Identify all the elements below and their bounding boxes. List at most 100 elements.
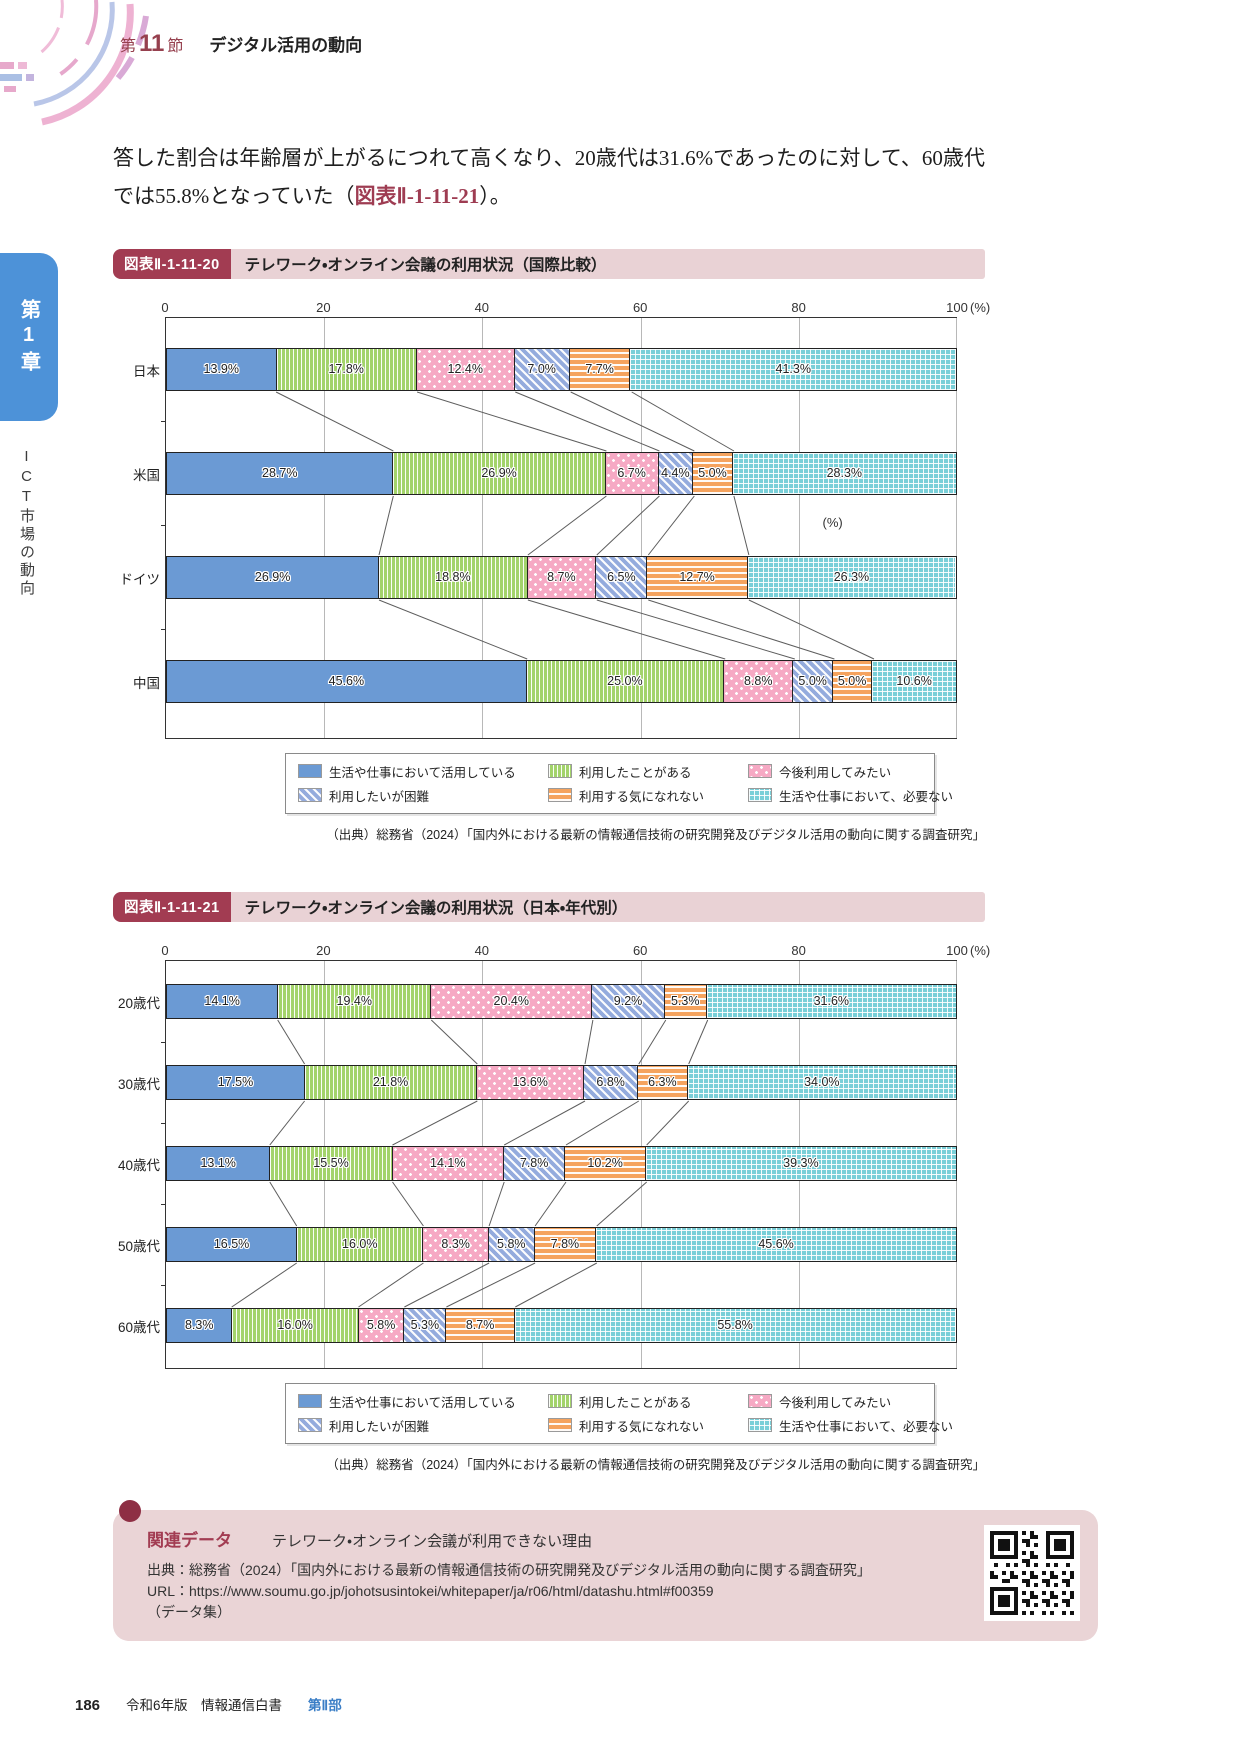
bar-value-label: 19.4% — [336, 994, 372, 1009]
bar-segment: 8.8% — [724, 660, 794, 702]
axis-tick-mark — [161, 1284, 166, 1286]
axis-tick-mark — [161, 421, 166, 423]
stacked-bar: 45.6% 25.0% 8.8% 5.0% 5.0% 10.6% — [166, 659, 957, 703]
source-note: （出典）総務省（2024）「国内外における最新の情報通信技術の研究開発及びデジタ… — [326, 827, 985, 842]
related-data-note: （データ集） — [147, 1603, 231, 1620]
related-data-box: 関連データ テレワーク・オンライン会議が利用できない理由 出典：総務省（2024… — [113, 1499, 1098, 1641]
bar-value-label: 7.8% — [519, 1156, 549, 1171]
bar-segment: 13.9% — [167, 348, 277, 390]
connector-lines — [275, 391, 875, 660]
legend-swatch-cyan-grid — [748, 1418, 772, 1433]
legend-item: 利用する気になれない — [548, 786, 744, 805]
bar-segment: 5.0% — [693, 452, 733, 494]
connector-lines — [231, 1019, 709, 1308]
paragraph-text-after: ）。 — [479, 183, 511, 208]
bar-value-label: 6.8% — [596, 1075, 625, 1090]
bar-segment: 18.8% — [379, 556, 528, 598]
bar-segment: 5.0% — [793, 660, 833, 702]
legend-item: 利用する気になれない — [548, 1416, 744, 1435]
related-data-header: 関連データ テレワーク・オンライン会議が利用できない理由 — [147, 1526, 958, 1551]
bar-value-label: 5.3% — [670, 994, 700, 1009]
stacked-bar: 17.5% 21.8% 13.6% 6.8% 6.3% 34.0% — [166, 1064, 957, 1100]
source-note: （出典）総務省（2024）「国内外における最新の情報通信技術の研究開発及びデジタ… — [326, 1457, 985, 1472]
bar-value-label: 25.0% — [607, 674, 643, 689]
legend-swatch-solid-blue — [298, 1394, 322, 1409]
bar-segment: 7.0% — [514, 348, 570, 390]
stacked-bar: 16.5% 16.0% 8.3% 5.8% 7.8% 45.6% — [166, 1226, 957, 1262]
figure-title-bar: 図表Ⅱ-1-11-21 テレワーク・オンライン会議の利用状況（日本・年代別） — [113, 891, 985, 922]
x-axis-tick: 100 — [946, 299, 968, 315]
legend-item: 利用したことがある — [548, 762, 744, 781]
legend-label: 利用したことがある — [579, 765, 692, 780]
bar-value-label: 13.9% — [203, 362, 239, 377]
bar-segment: 6.7% — [605, 452, 659, 494]
bar-value-label: 45.6% — [328, 674, 365, 689]
bar-segment: 20.4% — [431, 984, 593, 1018]
bar-value-label: 28.7% — [261, 466, 298, 481]
bar-segment: 15.5% — [270, 1146, 393, 1180]
bar-segment: 16.0% — [232, 1308, 359, 1342]
stacked-bar: 14.1% 19.4% 20.4% 9.2% 5.3% 31.6% — [166, 983, 957, 1019]
bar-value-label: 9.2% — [613, 994, 643, 1009]
bar-segment: 26.9% — [167, 556, 380, 598]
bar-segment: 16.5% — [167, 1227, 298, 1261]
chart-legend: 生活や仕事において活用している 利用したことがある 今後利用してみたい 利用したいが困… — [285, 1382, 953, 1444]
section-number-label: 第 11 節 — [120, 30, 184, 57]
bar-segment: 21.8% — [305, 1065, 478, 1099]
axis-tick-mark — [161, 1203, 166, 1205]
legend-swatch-blue-diagonal-stripes — [298, 1418, 322, 1433]
legend-item: 生活や仕事において、必要ない — [748, 1416, 953, 1435]
bar-value-label: 5.3% — [410, 1318, 440, 1333]
related-data-url[interactable]: URL：https://www.soumu.go.jp/johotsusinto… — [147, 1582, 714, 1599]
stacked-bar: 26.9% 18.8% 8.7% 6.5% 12.7% 26.3% — [166, 555, 957, 599]
legend-label: 今後利用してみたい — [779, 1395, 892, 1410]
gridline — [956, 317, 957, 738]
bar-value-label: 45.6% — [758, 1237, 794, 1252]
bar-value-label: 14.1% — [204, 994, 240, 1009]
bar-segment: 7.8% — [503, 1146, 566, 1180]
footer-edition: 令和6年版 情報通信白書 — [126, 1698, 283, 1713]
stacked-bar: 28.7% 26.9% 6.7% 4.4% 5.0% 28.3% — [166, 451, 957, 495]
legend-swatch-solid-blue — [298, 764, 322, 779]
page-footer: 186 令和6年版 情報通信白書 第Ⅱ部 — [75, 1694, 342, 1714]
bar-segment: 4.4% — [658, 452, 694, 494]
bar-segment: 8.3% — [167, 1308, 233, 1342]
bar-segment: 25.0% — [526, 660, 725, 702]
legend-swatch-orange-horizontal-stripes — [548, 788, 572, 803]
bar-segment: 12.7% — [647, 556, 748, 598]
page-number: 186 — [75, 1697, 101, 1714]
category-label: 米国 — [133, 468, 160, 484]
figure-title: テレワーク・オンライン会議の利用状況（国際比較） — [244, 256, 607, 274]
figure-reference-link[interactable]: 図表Ⅱ-1-11-21 — [354, 183, 480, 208]
bar-value-label: 26.3% — [833, 570, 870, 585]
bar-segment: 8.7% — [527, 556, 597, 598]
bar-value-label: 5.0% — [837, 674, 867, 689]
gridline — [640, 317, 642, 738]
bar-segment: 28.3% — [732, 452, 956, 494]
axis-tick-mark — [161, 1041, 166, 1043]
legend-item: 利用したいが困難 — [298, 786, 544, 805]
chart-legend: 生活や仕事において活用している 利用したことがある 今後利用してみたい利用したいが困… — [285, 752, 953, 814]
legend-label: 生活や仕事において活用している — [329, 765, 516, 780]
bar-segment: 5.3% — [664, 984, 707, 1018]
bar-value-label: 18.8% — [435, 570, 471, 585]
legend-label: 今後利用してみたい — [779, 765, 892, 780]
bar-segment: 14.1% — [167, 984, 279, 1018]
bar-value-label: 34.0% — [804, 1075, 840, 1090]
bar-value-label: 16.0% — [342, 1237, 378, 1252]
bar-value-label: 16.0% — [277, 1318, 313, 1333]
legend-item: 利用したいが困難 — [298, 1416, 544, 1435]
axis-tick-mark — [161, 629, 166, 631]
related-data-details: 出典：総務省（2024）「国内外における最新の情報通信技術の研究開発及びデジタル… — [147, 1560, 958, 1623]
paragraph-text: 答した割合は年齢層が上がるにつれて高くなり、20歳代は31.6%であったのに対し… — [113, 146, 985, 208]
bar-segment: 39.3% — [645, 1146, 956, 1180]
bar-value-label: 10.2% — [587, 1156, 623, 1171]
chart-plot-area: 20歳代 14.1% 19.4% 20.4% 9.2% 5.3% 31.6% 30歳代 17.5… — [118, 959, 957, 1369]
x-axis-tick: 0 — [161, 942, 169, 958]
bar-segment: 5.3% — [404, 1308, 447, 1342]
bar-value-label: 13.1% — [200, 1156, 236, 1171]
percent-unit-label: (%) — [822, 515, 843, 531]
legend-swatch-green-vertical-stripes — [548, 1394, 572, 1409]
bar-segment: 34.0% — [687, 1065, 956, 1099]
